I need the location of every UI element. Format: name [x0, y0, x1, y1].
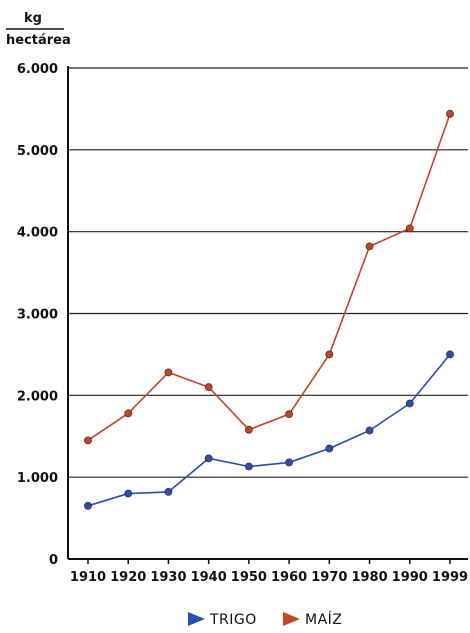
data-point-ma-z-1940 [205, 384, 212, 391]
y-tick-label-3000: 3.000 [17, 308, 58, 323]
legend-marker-ma-z [283, 612, 300, 626]
series-layer [84, 110, 453, 509]
y-tick-label-6000: 6.000 [17, 62, 58, 77]
legend-label-ma-z: MAÍZ [305, 611, 342, 628]
data-point-ma-z-1999 [446, 110, 453, 117]
x-tick-label-1930: 1930 [150, 570, 186, 585]
y-tick-label-2000: 2.000 [17, 389, 58, 404]
y-tick-label-5000: 5.000 [17, 144, 58, 159]
y-axis-unit-numerator: kg [24, 11, 42, 26]
data-point-ma-z-1920 [125, 410, 132, 417]
data-point-ma-z-1970 [326, 351, 333, 358]
data-point-trigo-1990 [406, 400, 413, 407]
data-point-ma-z-1930 [165, 369, 172, 376]
data-point-ma-z-1950 [245, 426, 252, 433]
data-point-ma-z-1910 [84, 437, 91, 444]
x-tick-label-1910: 1910 [70, 570, 106, 585]
data-point-trigo-1910 [84, 502, 91, 509]
data-point-trigo-1940 [205, 455, 212, 462]
data-point-ma-z-1980 [366, 243, 373, 250]
series-line-ma-z [88, 114, 450, 441]
x-axis-ticks: 1910 1920 1930 1940 1950 1960 1970 1980 1990 1999 [70, 559, 468, 585]
x-tick-label-1920: 1920 [110, 570, 146, 585]
x-tick-label-1970: 1970 [311, 570, 347, 585]
x-tick-label-1960: 1960 [271, 570, 307, 585]
y-axis-ticks: 0 1.000 2.000 3.000 4.000 5.000 6.000 [17, 62, 58, 568]
y-tick-label-0: 0 [49, 553, 58, 568]
data-point-trigo-1930 [165, 488, 172, 495]
legend: TRIGO MAÍZ [188, 611, 342, 628]
data-point-trigo-1999 [446, 351, 453, 358]
data-point-trigo-1920 [125, 490, 132, 497]
data-point-ma-z-1990 [406, 225, 413, 232]
legend-marker-trigo [188, 612, 205, 626]
x-tick-label-1940: 1940 [191, 570, 227, 585]
y-tick-label-1000: 1.000 [17, 471, 58, 486]
axes [68, 66, 468, 559]
y-axis-unit-denominator: hectárea [6, 33, 71, 48]
data-point-trigo-1970 [326, 445, 333, 452]
x-tick-label-1999: 1999 [432, 570, 468, 585]
x-tick-label-1950: 1950 [231, 570, 267, 585]
legend-label-trigo: TRIGO [209, 612, 257, 628]
y-axis-unit: kg hectárea [6, 11, 71, 48]
data-point-ma-z-1960 [286, 411, 293, 418]
data-point-trigo-1950 [245, 463, 252, 470]
y-tick-label-4000: 4.000 [17, 226, 58, 241]
x-tick-label-1990: 1990 [392, 570, 428, 585]
data-point-trigo-1960 [286, 459, 293, 466]
data-point-trigo-1980 [366, 427, 373, 434]
series-line-trigo [88, 354, 450, 505]
x-tick-label-1980: 1980 [351, 570, 387, 585]
